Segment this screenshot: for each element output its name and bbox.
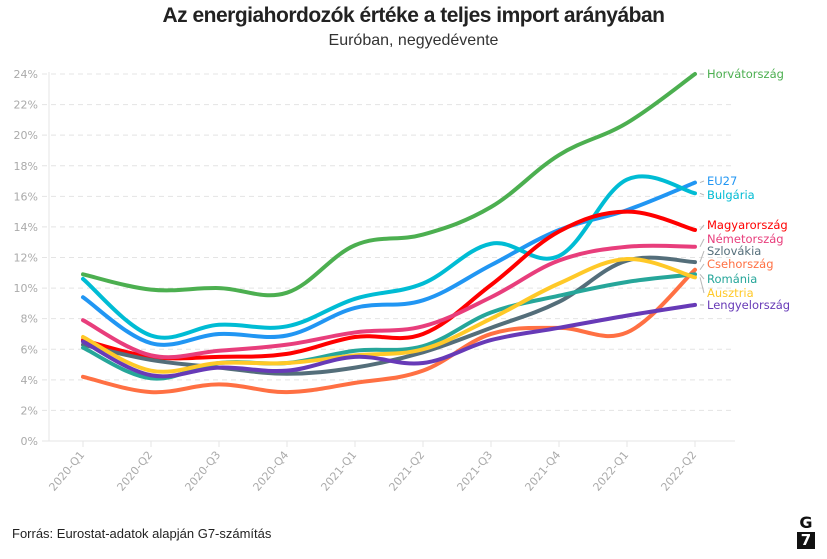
- chart-title: Az energiahordozók értéke a teljes impor…: [162, 4, 665, 27]
- x-tick-label: 2021-Q4: [522, 449, 563, 494]
- y-tick-label: 0%: [21, 435, 38, 448]
- label-connector: [699, 238, 705, 248]
- series-label-szlovakia: Szlovákia: [707, 244, 761, 258]
- series-line-ausztria: [81, 257, 697, 374]
- logo-letter: G: [799, 513, 813, 532]
- series-label-csehorszag: Csehország: [707, 257, 774, 271]
- series-label-eu27: EU27: [707, 174, 737, 188]
- logo-number: 7: [797, 532, 815, 549]
- source-note: Forrás: Eurostat-adatok alapján G7-számí…: [12, 526, 272, 541]
- g7-logo: G 7: [797, 514, 815, 549]
- y-tick-label: 18%: [14, 160, 38, 173]
- label-connector: [699, 192, 705, 196]
- series-label-magyarorszag: Magyarország: [707, 218, 788, 232]
- label-connector: [699, 277, 705, 294]
- y-tick-label: 20%: [14, 129, 38, 142]
- y-tick-label: 2%: [21, 404, 38, 417]
- series-lines: [81, 72, 697, 395]
- x-tick-label: 2021-Q3: [454, 449, 495, 494]
- series-label-bulgaria: Bulgária: [707, 188, 755, 202]
- series-label-horvatorszag: Horvátország: [707, 67, 784, 81]
- x-tick-label: 2020-Q1: [46, 449, 87, 494]
- label-connector: [699, 263, 705, 271]
- y-tick-label: 14%: [14, 221, 38, 234]
- y-tick-label: 4%: [21, 374, 38, 387]
- series-label-romania: Románia: [707, 272, 757, 286]
- x-tick-label: 2020-Q4: [250, 449, 291, 494]
- chart-subtitle: Euróban, negyedévente: [328, 32, 499, 49]
- x-tick-label: 2021-Q2: [386, 449, 427, 494]
- series-label-lengyelorszag: Lengyelország: [707, 298, 790, 312]
- series-line-lengyelorszag: [81, 302, 697, 379]
- y-tick-label: 22%: [14, 99, 38, 112]
- y-tick-label: 16%: [14, 190, 38, 203]
- y-tick-label: 24%: [14, 68, 38, 81]
- x-tick-label: 2020-Q3: [182, 449, 223, 494]
- line-chart: 0% 2% 4% 6% 8% 10% 12% 14% 16% 18% 20% 22% 24% 2020-Q…: [14, 67, 791, 494]
- y-tick-label: 6%: [21, 343, 38, 356]
- x-tick-label: 2022-Q2: [658, 449, 699, 494]
- x-tick-label: 2022-Q1: [590, 449, 631, 494]
- y-tick-label: 10%: [14, 282, 38, 295]
- series-line-horvatorszag: [81, 72, 697, 298]
- series-label-ausztria: Ausztria: [707, 286, 754, 300]
- label-connector: [699, 250, 705, 263]
- series-line-magyarorszag: [81, 209, 697, 361]
- x-tick-label: 2021-Q1: [318, 449, 359, 494]
- y-tick-label: 8%: [21, 313, 38, 326]
- series-line-nemetorszag: [81, 243, 697, 360]
- series-line-csehorszag: [81, 267, 697, 395]
- label-connector: [699, 180, 705, 184]
- y-tick-label: 12%: [14, 252, 38, 265]
- series-label-nemetorszag: Németország: [707, 232, 784, 246]
- x-tick-label: 2020-Q2: [114, 449, 155, 494]
- label-connector: [699, 224, 705, 231]
- label-connector: [699, 273, 705, 280]
